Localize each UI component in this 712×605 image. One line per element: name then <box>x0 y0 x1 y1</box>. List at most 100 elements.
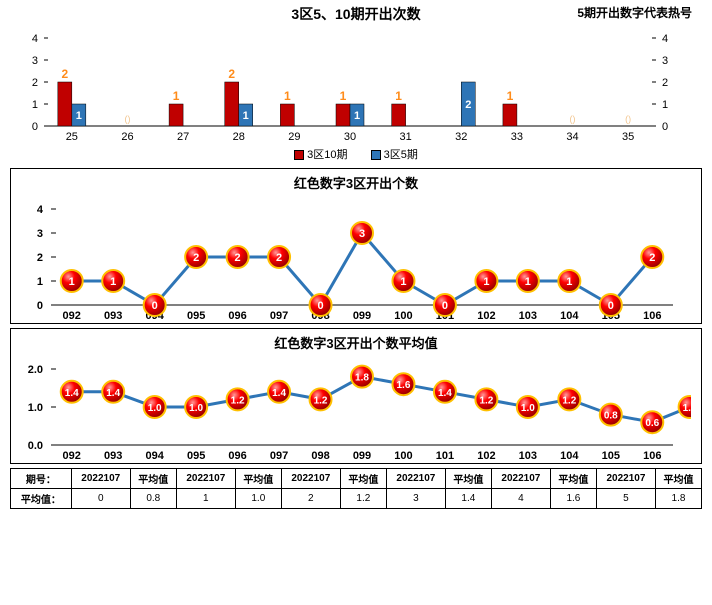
svg-text:1.0: 1.0 <box>148 403 162 414</box>
svg-text:0: 0 <box>152 300 158 312</box>
svg-text:1: 1 <box>400 276 406 288</box>
svg-text:3: 3 <box>359 228 365 240</box>
legend-10: 3区10期 <box>294 146 347 162</box>
svg-text:1: 1 <box>243 110 249 122</box>
svg-text:2: 2 <box>61 67 68 81</box>
bar-chart-title: 3区5、10期开出次数 <box>291 6 420 22</box>
svg-text:2: 2 <box>228 67 235 81</box>
svg-text:2: 2 <box>276 252 282 264</box>
svg-text:1: 1 <box>69 276 75 288</box>
svg-text:1: 1 <box>173 89 180 103</box>
svg-text:097: 097 <box>270 450 288 462</box>
svg-text:1.2: 1.2 <box>231 395 245 406</box>
svg-text:3: 3 <box>37 228 43 240</box>
svg-text:092: 092 <box>63 450 81 462</box>
svg-text:3: 3 <box>32 55 38 67</box>
svg-text:4: 4 <box>32 33 38 45</box>
svg-text:27: 27 <box>177 131 189 143</box>
svg-text:2.0: 2.0 <box>28 364 43 376</box>
svg-text:1: 1 <box>284 89 291 103</box>
svg-text:1: 1 <box>525 276 531 288</box>
svg-text:1.4: 1.4 <box>272 388 286 399</box>
svg-text:1.0: 1.0 <box>189 403 203 414</box>
svg-text:095: 095 <box>187 450 205 462</box>
svg-text:30: 30 <box>344 131 356 143</box>
svg-text:1: 1 <box>566 276 572 288</box>
svg-text:1: 1 <box>507 89 514 103</box>
svg-text:4: 4 <box>662 33 668 45</box>
legend-5: 3区5期 <box>371 146 418 162</box>
svg-text:0: 0 <box>662 121 668 133</box>
svg-text:103: 103 <box>519 310 537 322</box>
line-chart-1: 红色数字3区开出个数 01234092093094095096097098099… <box>10 168 702 324</box>
svg-text:1: 1 <box>483 276 489 288</box>
footer-row-period: 期号：2022107平均值2022107平均值2022107平均值2022107… <box>11 469 702 489</box>
svg-text:104: 104 <box>560 310 579 322</box>
svg-text:1.0: 1.0 <box>28 402 43 414</box>
svg-text:099: 099 <box>353 310 371 322</box>
svg-text:1.4: 1.4 <box>106 388 120 399</box>
svg-text:32: 32 <box>455 131 467 143</box>
svg-text:25: 25 <box>66 131 78 143</box>
svg-text:1: 1 <box>110 276 116 288</box>
svg-text:1.4: 1.4 <box>438 388 452 399</box>
svg-text:1: 1 <box>395 89 402 103</box>
svg-text:2: 2 <box>193 252 199 264</box>
svg-text:1: 1 <box>662 99 668 111</box>
bar-chart-svg: 0011223344251226()2712812291301131132233… <box>10 24 690 144</box>
svg-text:0: 0 <box>442 300 448 312</box>
svg-text:095: 095 <box>187 310 205 322</box>
svg-text:(): () <box>625 114 631 124</box>
svg-text:0.0: 0.0 <box>28 440 43 452</box>
svg-text:0: 0 <box>317 300 323 312</box>
svg-text:105: 105 <box>602 450 620 462</box>
svg-text:102: 102 <box>477 450 495 462</box>
svg-text:2: 2 <box>465 99 471 111</box>
svg-text:(): () <box>570 114 576 124</box>
svg-text:106: 106 <box>643 450 661 462</box>
svg-text:1: 1 <box>32 99 38 111</box>
svg-text:104: 104 <box>560 450 579 462</box>
svg-text:0: 0 <box>608 300 614 312</box>
line1-title: 红色数字3区开出个数 <box>294 176 418 191</box>
svg-text:1.2: 1.2 <box>562 395 576 406</box>
svg-text:1.6: 1.6 <box>397 380 411 391</box>
svg-text:098: 098 <box>311 450 329 462</box>
footer-table: 期号：2022107平均值2022107平均值2022107平均值2022107… <box>10 468 702 509</box>
svg-text:26: 26 <box>121 131 133 143</box>
svg-text:097: 097 <box>270 310 288 322</box>
bar-chart-subtitle: 5期开出数字代表热号 <box>577 4 692 21</box>
svg-text:3: 3 <box>662 55 668 67</box>
svg-text:28: 28 <box>233 131 245 143</box>
line2-title: 红色数字3区开出个数平均值 <box>274 336 437 351</box>
svg-text:(): () <box>124 114 130 124</box>
svg-text:34: 34 <box>566 131 578 143</box>
line1-svg: 0123409209309409509609709809910010110210… <box>11 193 691 323</box>
svg-text:1.2: 1.2 <box>479 395 493 406</box>
svg-text:096: 096 <box>228 450 246 462</box>
svg-text:0: 0 <box>37 300 43 312</box>
bar-chart: 3区5、10期开出次数 5期开出数字代表热号 0011223344251226(… <box>10 4 702 162</box>
svg-text:1.8: 1.8 <box>355 373 369 384</box>
svg-text:100: 100 <box>394 310 412 322</box>
svg-text:33: 33 <box>511 131 523 143</box>
svg-text:1: 1 <box>340 89 347 103</box>
svg-text:094: 094 <box>145 450 164 462</box>
svg-text:2: 2 <box>37 252 43 264</box>
svg-text:103: 103 <box>519 450 537 462</box>
svg-text:0.8: 0.8 <box>604 411 618 422</box>
svg-text:2: 2 <box>32 77 38 89</box>
svg-text:093: 093 <box>104 450 122 462</box>
footer-row-avg: 平均值：00.811.021.231.441.651.8 <box>11 489 702 509</box>
svg-text:1: 1 <box>76 110 82 122</box>
svg-text:099: 099 <box>353 450 371 462</box>
svg-text:31: 31 <box>400 131 412 143</box>
svg-text:1: 1 <box>37 276 43 288</box>
container: 3区5、10期开出次数 5期开出数字代表热号 0011223344251226(… <box>0 0 712 509</box>
svg-text:1.2: 1.2 <box>314 395 328 406</box>
svg-text:1.0: 1.0 <box>683 403 691 414</box>
svg-text:1: 1 <box>354 110 360 122</box>
svg-text:092: 092 <box>63 310 81 322</box>
svg-text:2: 2 <box>649 252 655 264</box>
svg-text:100: 100 <box>394 450 412 462</box>
